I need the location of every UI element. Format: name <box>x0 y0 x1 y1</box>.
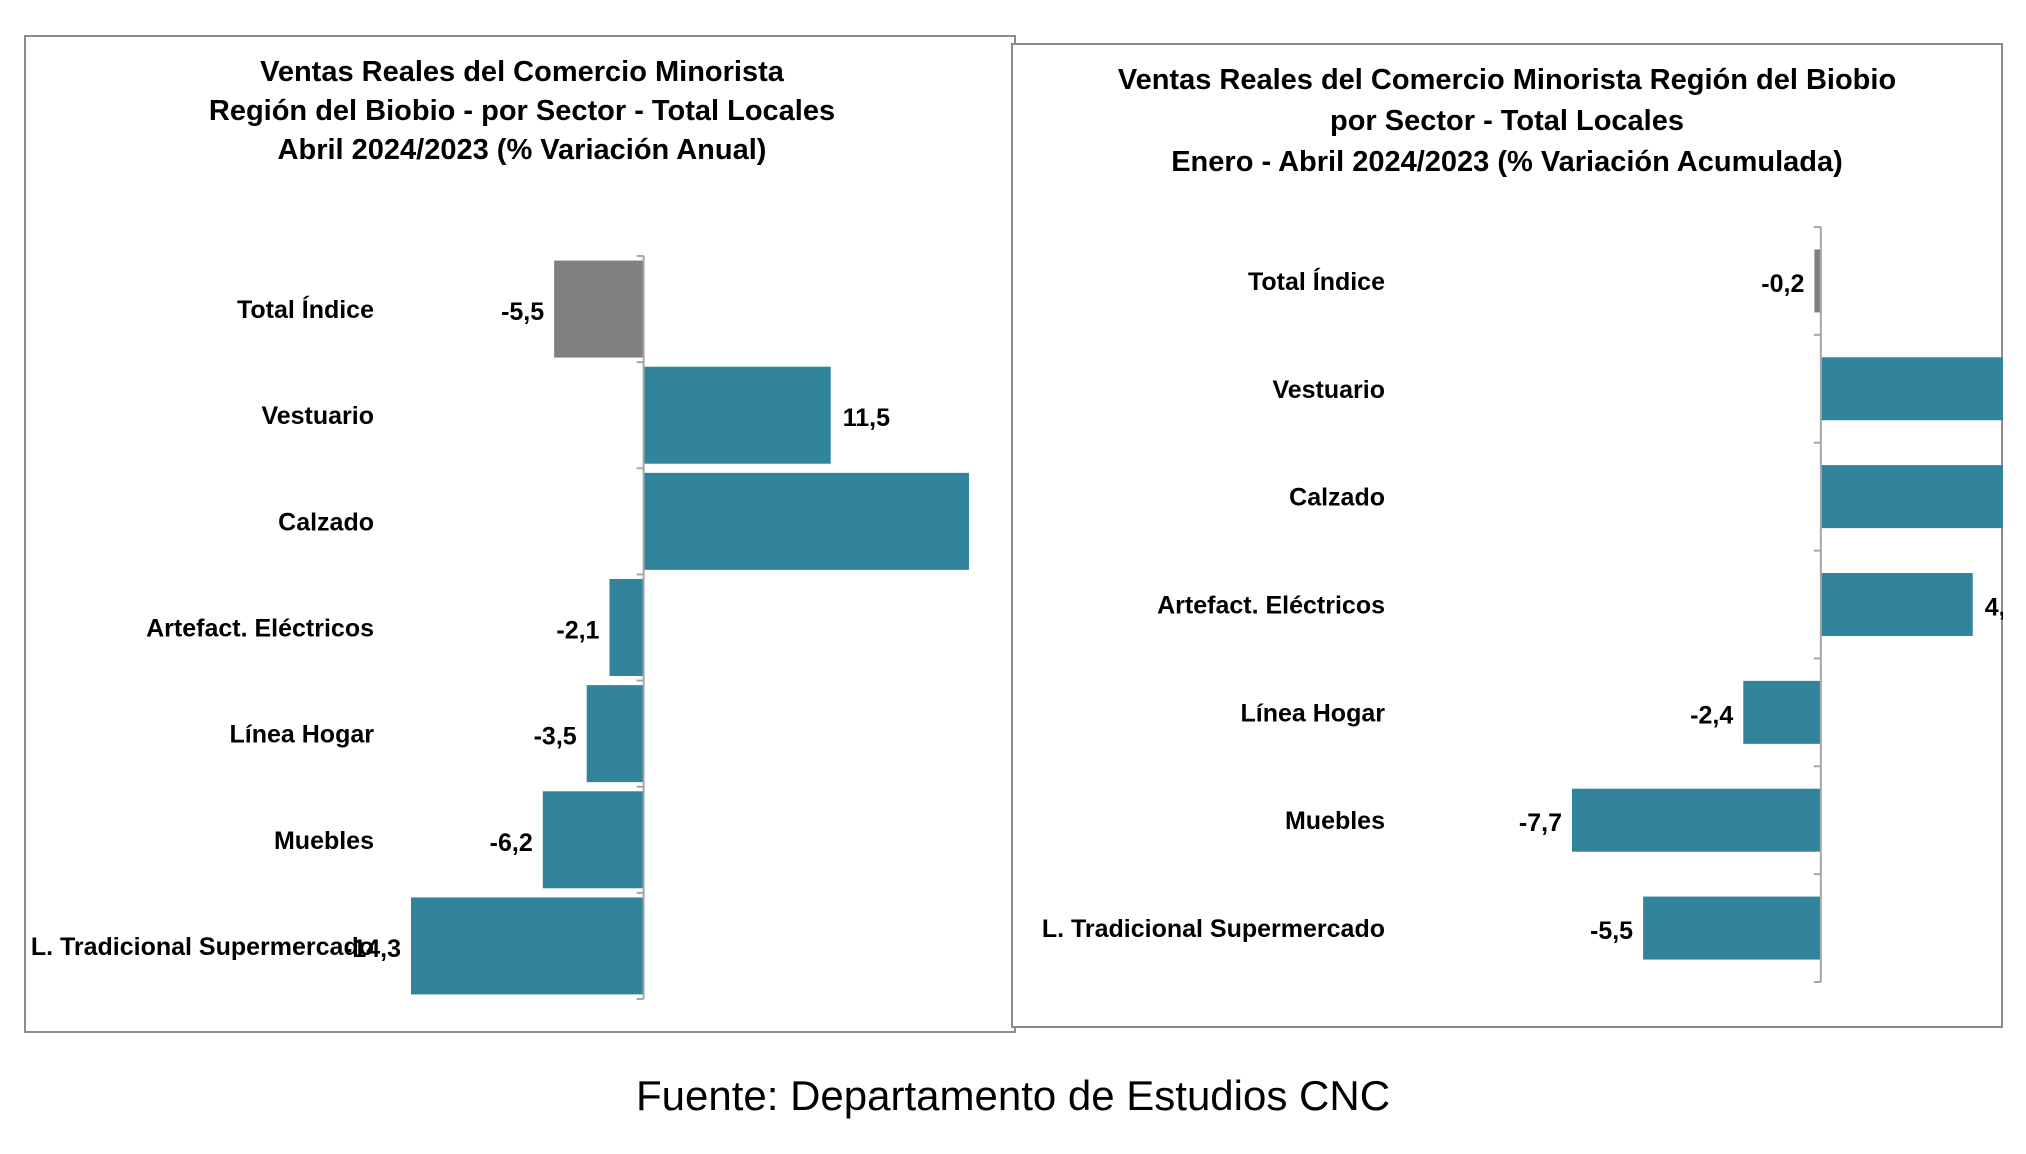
annual-value-label: -6,2 <box>490 829 533 857</box>
chart-annual: Ventas Reales del Comercio Minorista Regi… <box>31 56 969 1000</box>
annual-bar <box>609 579 644 676</box>
cumulative-category-label: Artefact. Eléctricos <box>1157 592 1385 620</box>
cumulative-title-line: Enero - Abril 2024/2023 (% Variación Acu… <box>1171 146 1843 178</box>
annual-category-label: L. Tradicional Supermercado <box>31 933 374 961</box>
cumulative-bar <box>1572 788 1821 852</box>
cumulative-bar <box>1820 357 2003 421</box>
chart-cumulative: Ventas Reales del Comercio Minorista Reg… <box>1042 64 2003 983</box>
annual-value-label: -2,1 <box>556 617 599 645</box>
annual-bar <box>643 366 831 464</box>
cumulative-category-label: Calzado <box>1289 484 1385 512</box>
cumulative-category-label: Vestuario <box>1272 376 1385 404</box>
annual-bar <box>554 260 644 358</box>
cumulative-title-line: Ventas Reales del Comercio Minorista Reg… <box>1118 64 1896 96</box>
annual-category-label: Calzado <box>278 508 374 536</box>
cumulative-bar <box>1643 896 1821 960</box>
cumulative-value-label: -5,5 <box>1590 917 1633 945</box>
cumulative-category-label: Línea Hogar <box>1241 699 1386 727</box>
chart-panel-cumulative: Ventas Reales del Comercio Minorista Reg… <box>1011 43 2003 1028</box>
annual-title-line: Región del Biobio - por Sector - Total L… <box>209 95 835 127</box>
cumulative-value-label: -2,4 <box>1690 701 1733 729</box>
cumulative-value-label: -7,7 <box>1519 809 1562 837</box>
cumulative-value-label: -0,2 <box>1761 270 1804 298</box>
annual-title-line: Abril 2024/2023 (% Variación Anual) <box>278 134 767 166</box>
annual-bar <box>542 791 644 889</box>
annual-category-label: Vestuario <box>261 402 374 430</box>
cumulative-bar <box>1814 249 1821 313</box>
cumulative-bar <box>1820 573 1973 636</box>
annual-category-label: Muebles <box>274 827 374 855</box>
annual-value-label: -5,5 <box>501 298 544 326</box>
annual-category-label: Línea Hogar <box>230 721 375 749</box>
annual-bar <box>586 685 644 783</box>
cumulative-bar <box>1820 465 2003 529</box>
annual-bar <box>411 897 644 995</box>
cumulative-category-label: Total Índice <box>1248 267 1385 296</box>
annual-title: Ventas Reales del Comercio Minorista Regi… <box>209 56 835 166</box>
cumulative-value-label: 4,7 <box>1985 594 2003 622</box>
cumulative-category-label: L. Tradicional Supermercado <box>1042 915 1385 943</box>
cumulative-title: Ventas Reales del Comercio Minorista Reg… <box>1118 64 1896 178</box>
annual-title-line: Ventas Reales del Comercio Minorista <box>260 56 785 88</box>
annual-category-label: Artefact. Eléctricos <box>146 615 374 643</box>
annual-value-label: -14,3 <box>344 935 401 963</box>
annual-value-label: 11,5 <box>843 404 890 432</box>
annual-bar <box>643 472 969 570</box>
cumulative-title-line: por Sector - Total Locales <box>1330 105 1684 137</box>
cumulative-bar <box>1743 680 1821 744</box>
chart-panel-annual: Ventas Reales del Comercio Minorista Regi… <box>24 35 1016 1033</box>
annual-value-label: -3,5 <box>534 723 577 751</box>
cumulative-category-label: Muebles <box>1285 807 1385 835</box>
annual-category-label: Total Índice <box>237 295 374 324</box>
source-note: Fuente: Departamento de Estudios CNC <box>635 1072 1391 1119</box>
